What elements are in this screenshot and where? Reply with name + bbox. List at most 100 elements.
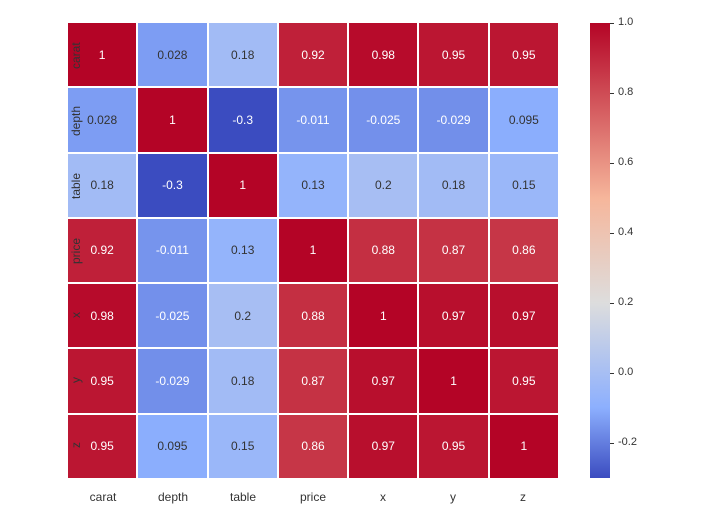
cell-value: 0.88 — [301, 309, 324, 323]
heatmap-cell: 0.88 — [349, 219, 417, 282]
cell-value: -0.029 — [437, 113, 471, 127]
chart-container: 10.0280.180.920.980.950.950.0281-0.3-0.0… — [0, 0, 716, 527]
cell-value: 0.95 — [512, 48, 535, 62]
cell-value: -0.025 — [366, 113, 400, 127]
heatmap-cell: 1 — [209, 154, 277, 217]
x-axis-label: depth — [138, 490, 208, 504]
y-axis-label: x — [44, 283, 109, 348]
cell-value: 0.095 — [157, 439, 187, 453]
x-axis-label: y — [418, 490, 488, 504]
cell-value: 0.95 — [442, 439, 465, 453]
heatmap-cell: -0.025 — [138, 284, 206, 347]
cell-value: 0.15 — [512, 178, 535, 192]
cell-value: 1 — [380, 309, 387, 323]
y-axis-label: table — [44, 153, 109, 218]
cell-value: 0.95 — [512, 374, 535, 388]
y-axis-label: y — [44, 348, 109, 413]
cell-value: 0.095 — [509, 113, 539, 127]
heatmap-cell: -0.029 — [138, 349, 206, 412]
cell-value: 0.87 — [301, 374, 324, 388]
cell-value: 0.2 — [375, 178, 392, 192]
cell-value: 1 — [450, 374, 457, 388]
heatmap-cell: 0.86 — [490, 219, 558, 282]
cell-value: 0.028 — [157, 48, 187, 62]
cell-value: 1 — [239, 178, 246, 192]
colorbar-tick-label: 1.0 — [618, 16, 633, 28]
correlation-heatmap: 10.0280.180.920.980.950.950.0281-0.3-0.0… — [68, 23, 558, 478]
heatmap-cell: 1 — [419, 349, 487, 412]
heatmap-cell: 0.13 — [279, 154, 347, 217]
heatmap-cell: -0.3 — [209, 88, 277, 151]
heatmap-cell: 0.18 — [419, 154, 487, 217]
colorbar-tick-label: 0.8 — [618, 86, 633, 98]
cell-value: 1 — [521, 439, 528, 453]
heatmap-cell: 0.95 — [419, 23, 487, 86]
y-axis-label: price — [44, 218, 109, 283]
heatmap-cell: 0.18 — [209, 23, 277, 86]
cell-value: 0.97 — [442, 309, 465, 323]
heatmap-cell: 0.88 — [279, 284, 347, 347]
cell-value: 1 — [310, 243, 317, 257]
x-axis-label: x — [348, 490, 418, 504]
cell-value: 0.15 — [231, 439, 254, 453]
heatmap-cell: 0.13 — [209, 219, 277, 282]
colorbar-tickmark — [610, 373, 614, 374]
colorbar-tick-label: 0.6 — [618, 156, 633, 168]
cell-value: 0.87 — [442, 243, 465, 257]
heatmap-cell: 1 — [279, 219, 347, 282]
cell-value: -0.025 — [155, 309, 189, 323]
cell-value: 0.13 — [301, 178, 324, 192]
heatmap-cell: 0.2 — [209, 284, 277, 347]
cell-value: -0.029 — [155, 374, 189, 388]
cell-value: 0.98 — [372, 48, 395, 62]
heatmap-cell: 0.095 — [138, 415, 206, 478]
heatmap-cell: 0.97 — [419, 284, 487, 347]
cell-value: -0.011 — [296, 113, 329, 127]
cell-value: 0.13 — [231, 243, 254, 257]
heatmap-cell: -0.029 — [419, 88, 487, 151]
heatmap-cell: 0.95 — [419, 415, 487, 478]
heatmap-cell: 0.97 — [349, 415, 417, 478]
heatmap-cell: 1 — [138, 88, 206, 151]
heatmap-cell: 0.95 — [490, 349, 558, 412]
colorbar-tick-label: 0.4 — [618, 226, 633, 238]
cell-value: 0.18 — [231, 48, 254, 62]
heatmap-cell: 0.87 — [419, 219, 487, 282]
cell-value: 0.18 — [231, 374, 254, 388]
y-axis-label: z — [44, 413, 109, 478]
x-axis-label: price — [278, 490, 348, 504]
y-axis-label: carat — [44, 23, 109, 88]
x-axis-label: z — [488, 490, 558, 504]
heatmap-cell: 0.2 — [349, 154, 417, 217]
cell-value: 0.18 — [442, 178, 465, 192]
colorbar-tickmark — [610, 93, 614, 94]
x-axis-label: table — [208, 490, 278, 504]
cell-value: 0.2 — [234, 309, 251, 323]
cell-value: -0.3 — [232, 113, 253, 127]
heatmap-cell: -0.025 — [349, 88, 417, 151]
heatmap-cell: 1 — [349, 284, 417, 347]
colorbar-tickmark — [610, 163, 614, 164]
y-axis-label: depth — [44, 88, 109, 153]
heatmap-cell: -0.011 — [138, 219, 206, 282]
colorbar-tick-label: 0.2 — [618, 296, 633, 308]
colorbar-tickmark — [610, 233, 614, 234]
heatmap-cell: 0.98 — [349, 23, 417, 86]
cell-value: 0.97 — [372, 439, 395, 453]
heatmap-cell: 0.86 — [279, 415, 347, 478]
heatmap-cell: -0.3 — [138, 154, 206, 217]
x-axis-label: carat — [68, 490, 138, 504]
cell-value: -0.011 — [156, 243, 189, 257]
cell-value: 0.86 — [512, 243, 535, 257]
colorbar-tick-label: -0.2 — [618, 436, 637, 448]
colorbar — [590, 23, 610, 478]
heatmap-cell: 0.095 — [490, 88, 558, 151]
heatmap-cell: 0.92 — [279, 23, 347, 86]
colorbar-tickmark — [610, 23, 614, 24]
cell-value: 0.97 — [512, 309, 535, 323]
heatmap-cell: -0.011 — [279, 88, 347, 151]
cell-value: 0.88 — [372, 243, 395, 257]
colorbar-tickmark — [610, 443, 614, 444]
heatmap-cell: 0.87 — [279, 349, 347, 412]
heatmap-cell: 0.97 — [490, 284, 558, 347]
